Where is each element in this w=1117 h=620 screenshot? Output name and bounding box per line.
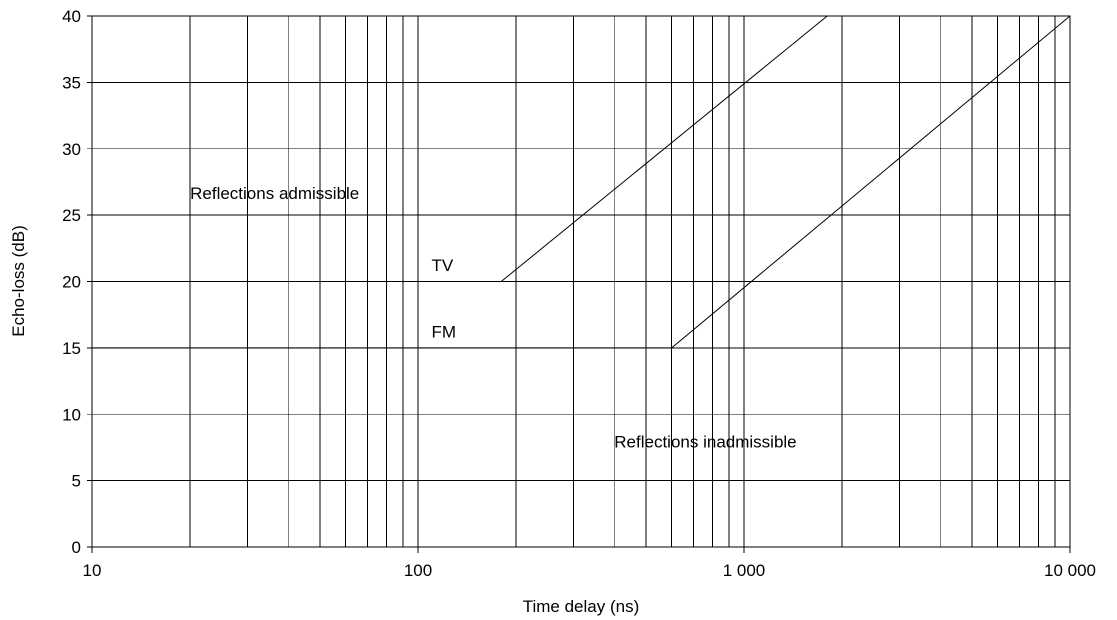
series-line-fm bbox=[92, 15, 1071, 349]
series-line-tv bbox=[92, 15, 828, 282]
y-tick-label: 25 bbox=[62, 206, 81, 225]
annotation-reflections-admissible: Reflections admissible bbox=[190, 184, 359, 203]
tick-labels: 10 100 1 000 10 000 0 5 10 15 20 25 30 35 40 bbox=[62, 7, 1096, 580]
x-tick-label: 10 bbox=[83, 561, 102, 580]
x-axis-label: Time delay (ns) bbox=[523, 597, 640, 616]
x-tick-label: 100 bbox=[404, 561, 432, 580]
y-tick-label: 0 bbox=[72, 538, 81, 557]
series-label-tv: TV bbox=[431, 256, 453, 275]
y-tick-label: 40 bbox=[62, 7, 81, 26]
annotation-reflections-inadmissible: Reflections inadmissible bbox=[614, 432, 796, 451]
series-label-fm: FM bbox=[431, 322, 456, 341]
x-tick-label: 1 000 bbox=[723, 561, 766, 580]
y-tick-label: 20 bbox=[62, 273, 81, 292]
y-tick-label: 10 bbox=[62, 405, 81, 424]
y-tick-label: 30 bbox=[62, 140, 81, 159]
x-tick-label: 10 000 bbox=[1044, 561, 1096, 580]
annotations: Reflections admissible Reflections inadmi… bbox=[190, 184, 797, 451]
y-tick-label: 15 bbox=[62, 339, 81, 358]
y-axis-label: Echo-loss (dB) bbox=[9, 225, 28, 336]
series-lines bbox=[92, 15, 1071, 349]
y-tick-label: 35 bbox=[62, 73, 81, 92]
y-tick-label: 5 bbox=[72, 472, 81, 491]
